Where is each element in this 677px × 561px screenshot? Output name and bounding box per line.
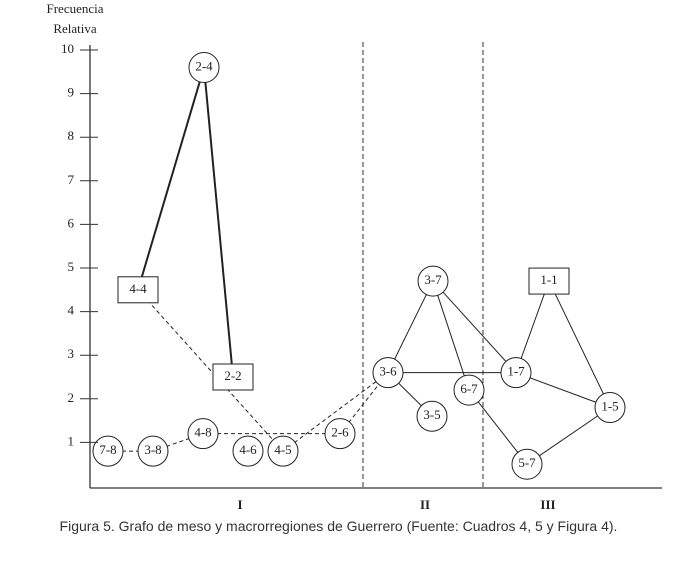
node-label: 3-5 bbox=[423, 407, 440, 422]
edge bbox=[526, 407, 611, 465]
node-circle bbox=[187, 418, 219, 450]
node-box bbox=[117, 276, 159, 304]
y-tick-label: 10 bbox=[61, 41, 74, 56]
node-circle bbox=[232, 435, 264, 467]
node-circle bbox=[92, 435, 124, 467]
node-circle bbox=[500, 357, 532, 389]
edge bbox=[203, 67, 234, 378]
node-label: 4-8 bbox=[194, 425, 211, 440]
node-label: 1-5 bbox=[601, 399, 618, 414]
region-label: II bbox=[420, 497, 430, 512]
edge bbox=[468, 389, 528, 465]
y-tick-label: 2 bbox=[68, 390, 75, 405]
node-label: 3-8 bbox=[144, 442, 161, 457]
node-label: 4-5 bbox=[274, 442, 291, 457]
region-label: III bbox=[540, 497, 555, 512]
edge bbox=[137, 289, 284, 452]
node-label: 4-4 bbox=[129, 281, 147, 296]
node-circle bbox=[137, 435, 169, 467]
node-circle bbox=[267, 435, 299, 467]
y-tick-label: 3 bbox=[68, 346, 75, 361]
edge bbox=[282, 372, 389, 452]
axis-title: Relativa bbox=[53, 21, 97, 36]
edge bbox=[432, 280, 470, 391]
edge bbox=[515, 372, 611, 408]
node-label: 2-4 bbox=[195, 58, 213, 73]
y-tick-label: 6 bbox=[68, 215, 75, 230]
edge bbox=[432, 280, 517, 373]
node-circle bbox=[453, 374, 485, 406]
node-label: 4-6 bbox=[239, 442, 257, 457]
edge bbox=[387, 280, 434, 373]
y-tick-label: 7 bbox=[68, 172, 75, 187]
node-label: 3-7 bbox=[424, 272, 442, 287]
node-circle bbox=[594, 392, 626, 424]
caption: Figura 5. Grafo de meso y macrorregiones… bbox=[59, 518, 618, 534]
node-box bbox=[212, 363, 254, 391]
node-label: 7-8 bbox=[99, 442, 116, 457]
edge bbox=[137, 67, 205, 291]
y-tick-label: 4 bbox=[68, 303, 75, 318]
node-label: 1-1 bbox=[540, 272, 557, 287]
node-circle bbox=[416, 400, 448, 432]
node-label: 5-7 bbox=[518, 455, 536, 470]
node-box bbox=[528, 267, 570, 295]
node-label: 2-2 bbox=[224, 368, 241, 383]
y-tick-label: 1 bbox=[68, 433, 75, 448]
node-label: 6-7 bbox=[460, 381, 478, 396]
node-circle bbox=[188, 51, 220, 83]
node-label: 3-6 bbox=[379, 364, 397, 379]
axis-title: Frecuencia bbox=[46, 1, 103, 16]
node-circle bbox=[417, 265, 449, 297]
region-label: I bbox=[237, 497, 242, 512]
y-tick-label: 5 bbox=[68, 259, 75, 274]
y-tick-label: 8 bbox=[68, 128, 75, 143]
edge bbox=[515, 280, 550, 373]
node-circle bbox=[372, 357, 404, 389]
node-label: 2-6 bbox=[331, 425, 349, 440]
node-label: 1-7 bbox=[507, 364, 525, 379]
edge bbox=[548, 280, 611, 408]
y-tick-label: 9 bbox=[68, 85, 75, 100]
node-circle bbox=[511, 448, 543, 480]
node-circle bbox=[324, 418, 356, 450]
